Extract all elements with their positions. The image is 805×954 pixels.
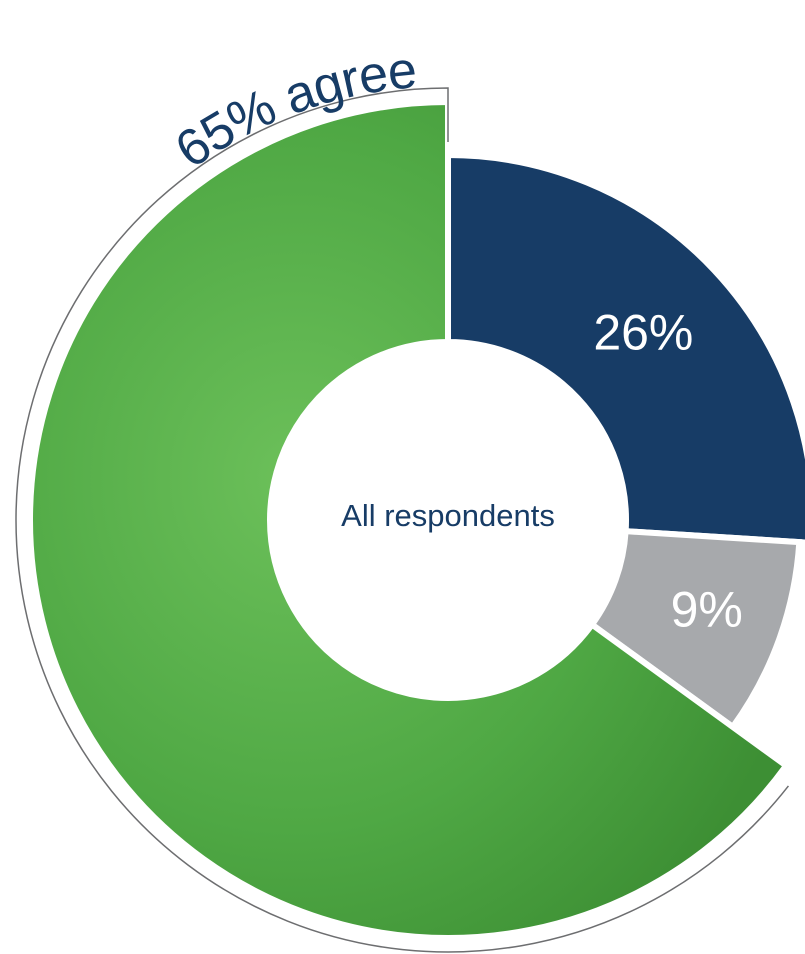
value-label: 26% xyxy=(593,305,693,361)
center-hole xyxy=(273,345,623,695)
slice xyxy=(445,151,805,546)
slice xyxy=(27,98,791,941)
center-label: All respondents xyxy=(341,498,555,533)
slice-outline xyxy=(15,87,790,953)
value-label: 9% xyxy=(671,581,743,637)
